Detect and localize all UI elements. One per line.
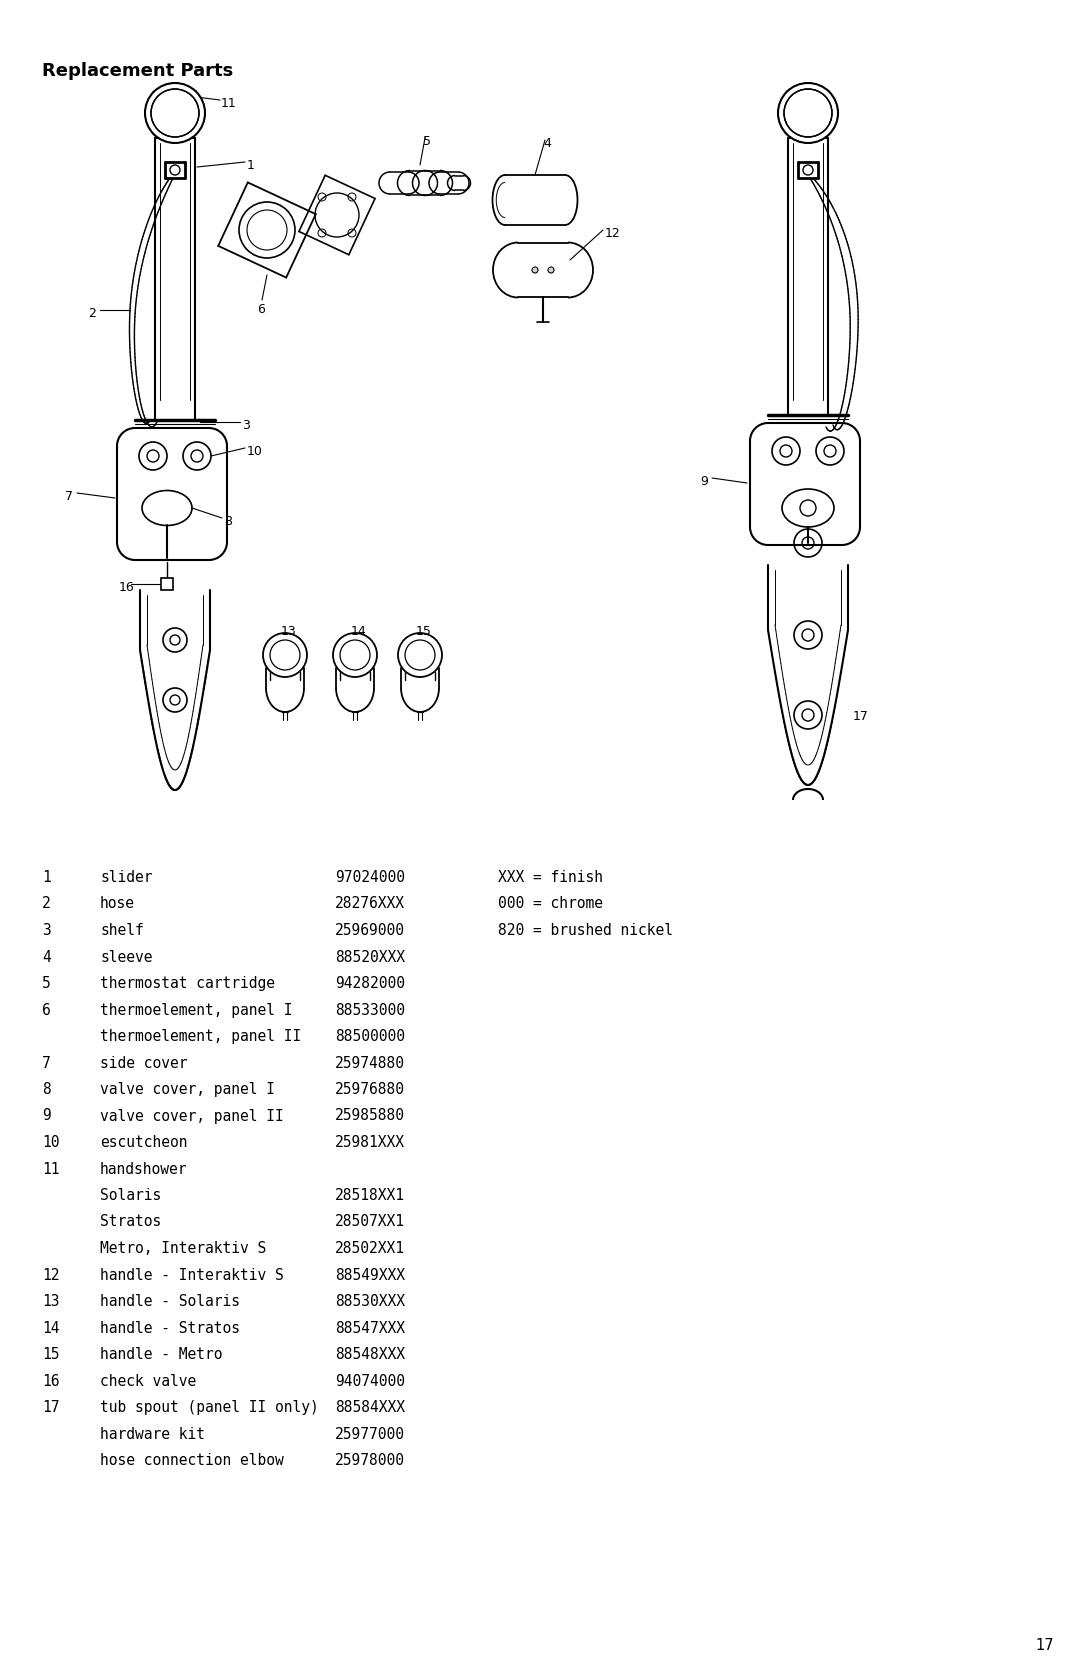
Text: 15: 15 xyxy=(416,624,432,638)
Text: 94282000: 94282000 xyxy=(335,976,405,991)
Circle shape xyxy=(145,83,205,144)
Text: 11: 11 xyxy=(221,97,237,110)
Text: thermoelement, panel II: thermoelement, panel II xyxy=(100,1030,301,1045)
Text: 97024000: 97024000 xyxy=(335,870,405,885)
Text: 88500000: 88500000 xyxy=(335,1030,405,1045)
Text: side cover: side cover xyxy=(100,1055,188,1070)
Text: sleeve: sleeve xyxy=(100,950,152,965)
Text: 7: 7 xyxy=(65,491,73,502)
Text: Solaris: Solaris xyxy=(100,1188,161,1203)
Circle shape xyxy=(532,267,538,274)
Text: 6: 6 xyxy=(257,304,265,315)
Text: 000 = chrome: 000 = chrome xyxy=(498,896,603,911)
Text: 1: 1 xyxy=(42,870,51,885)
Text: 28276XXX: 28276XXX xyxy=(335,896,405,911)
Text: 5: 5 xyxy=(423,135,431,149)
Text: thermoelement, panel I: thermoelement, panel I xyxy=(100,1003,293,1018)
Text: 25985880: 25985880 xyxy=(335,1108,405,1123)
Text: 15: 15 xyxy=(42,1347,59,1362)
Text: 4: 4 xyxy=(42,950,51,965)
Text: 3: 3 xyxy=(242,419,249,432)
Text: 2: 2 xyxy=(87,307,96,320)
Text: valve cover, panel II: valve cover, panel II xyxy=(100,1108,284,1123)
Text: valve cover, panel I: valve cover, panel I xyxy=(100,1082,275,1097)
Text: 25976880: 25976880 xyxy=(335,1082,405,1097)
Text: escutcheon: escutcheon xyxy=(100,1135,188,1150)
Text: 28507XX1: 28507XX1 xyxy=(335,1215,405,1230)
Text: 8: 8 xyxy=(42,1082,51,1097)
Text: 88533000: 88533000 xyxy=(335,1003,405,1018)
Text: 9: 9 xyxy=(42,1108,51,1123)
Text: 94074000: 94074000 xyxy=(335,1374,405,1389)
Text: 25981XXX: 25981XXX xyxy=(335,1135,405,1150)
Text: 14: 14 xyxy=(351,624,367,638)
Text: 25978000: 25978000 xyxy=(335,1454,405,1469)
Circle shape xyxy=(778,83,838,144)
Text: handle - Solaris: handle - Solaris xyxy=(100,1293,240,1308)
Text: 14: 14 xyxy=(42,1320,59,1335)
Text: 88547XXX: 88547XXX xyxy=(335,1320,405,1335)
Text: Stratos: Stratos xyxy=(100,1215,161,1230)
Text: handshower: handshower xyxy=(100,1162,188,1177)
Text: 88548XXX: 88548XXX xyxy=(335,1347,405,1362)
Text: slider: slider xyxy=(100,870,152,885)
Text: 16: 16 xyxy=(42,1374,59,1389)
Text: 4: 4 xyxy=(543,137,551,150)
Text: handle - Stratos: handle - Stratos xyxy=(100,1320,240,1335)
Text: 13: 13 xyxy=(281,624,297,638)
Text: 25974880: 25974880 xyxy=(335,1055,405,1070)
Text: 2: 2 xyxy=(42,896,51,911)
Text: XXX = finish: XXX = finish xyxy=(498,870,603,885)
Circle shape xyxy=(548,267,554,274)
Text: tub spout (panel II only): tub spout (panel II only) xyxy=(100,1400,319,1415)
Text: hardware kit: hardware kit xyxy=(100,1427,205,1442)
Text: 820 = brushed nickel: 820 = brushed nickel xyxy=(498,923,673,938)
Text: thermostat cartridge: thermostat cartridge xyxy=(100,976,275,991)
Text: 88520XXX: 88520XXX xyxy=(335,950,405,965)
Text: 16: 16 xyxy=(119,581,135,594)
Text: 11: 11 xyxy=(42,1162,59,1177)
Text: 88549XXX: 88549XXX xyxy=(335,1267,405,1282)
Text: Replacement Parts: Replacement Parts xyxy=(42,62,233,80)
Text: 10: 10 xyxy=(247,446,262,457)
Text: 17: 17 xyxy=(1035,1637,1054,1652)
Text: 13: 13 xyxy=(42,1293,59,1308)
Text: handle - Metro: handle - Metro xyxy=(100,1347,222,1362)
Text: 8: 8 xyxy=(224,516,232,527)
Text: 25977000: 25977000 xyxy=(335,1427,405,1442)
Text: 28502XX1: 28502XX1 xyxy=(335,1242,405,1257)
Text: 10: 10 xyxy=(42,1135,59,1150)
Text: check valve: check valve xyxy=(100,1374,197,1389)
Text: 3: 3 xyxy=(42,923,51,938)
Text: 88530XXX: 88530XXX xyxy=(335,1293,405,1308)
Bar xyxy=(161,577,173,591)
Text: 88584XXX: 88584XXX xyxy=(335,1400,405,1415)
Text: hose connection elbow: hose connection elbow xyxy=(100,1454,284,1469)
Text: 17: 17 xyxy=(42,1400,59,1415)
Text: 9: 9 xyxy=(700,476,707,487)
Text: hose: hose xyxy=(100,896,135,911)
Text: handle - Interaktiv S: handle - Interaktiv S xyxy=(100,1267,284,1282)
Text: 28518XX1: 28518XX1 xyxy=(335,1188,405,1203)
Text: 12: 12 xyxy=(42,1267,59,1282)
Text: 12: 12 xyxy=(605,227,621,240)
Text: 7: 7 xyxy=(42,1055,51,1070)
Text: 5: 5 xyxy=(42,976,51,991)
Text: shelf: shelf xyxy=(100,923,144,938)
Text: 6: 6 xyxy=(42,1003,51,1018)
Text: 17: 17 xyxy=(853,709,869,723)
Text: 1: 1 xyxy=(247,159,255,172)
Text: 25969000: 25969000 xyxy=(335,923,405,938)
Text: Metro, Interaktiv S: Metro, Interaktiv S xyxy=(100,1242,267,1257)
